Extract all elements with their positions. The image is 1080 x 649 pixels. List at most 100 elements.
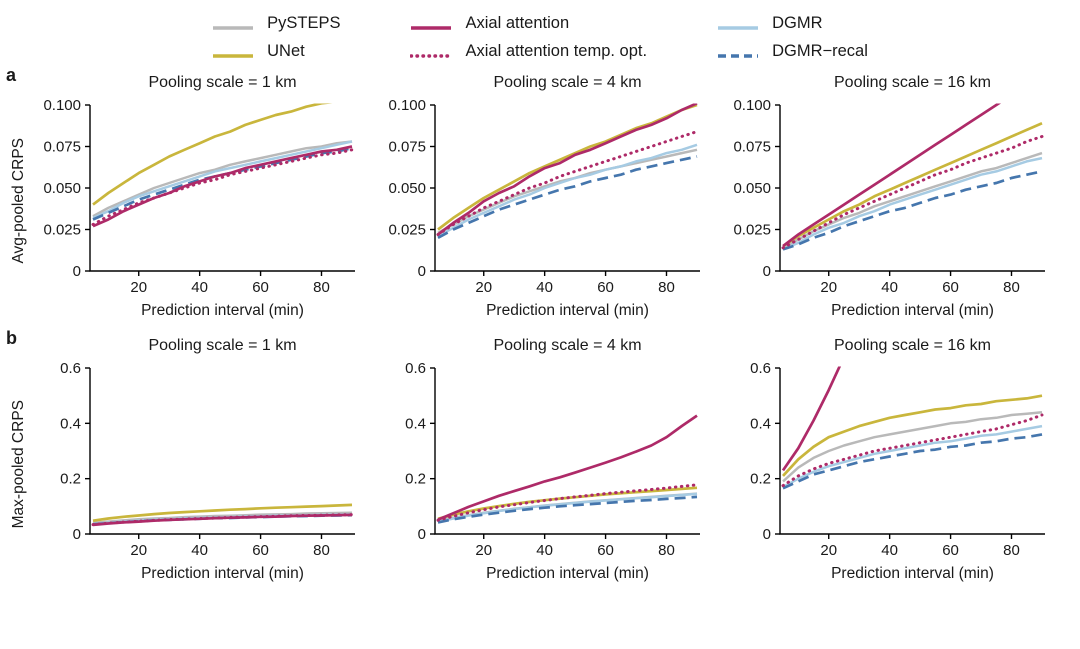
legend-item-dgmr-recal: DGMR−recal — [717, 42, 868, 61]
legend-label-axial-attention: Axial attention — [465, 14, 570, 32]
legend: PySTEPS UNet Axial attention Axial atten… — [212, 14, 868, 61]
panel-a-16km: Pooling scale = 16 km 0 0.025 0.050 0.075 0.… — [724, 71, 1057, 320]
legend-line-unet-icon — [212, 47, 254, 58]
svg-text:0.2: 0.2 — [750, 471, 771, 488]
svg-text:0: 0 — [418, 526, 426, 543]
x-axis-label: Prediction interval (min) — [831, 302, 994, 319]
svg-text:0.025: 0.025 — [388, 222, 426, 239]
legend-line-axial-attention-icon — [410, 19, 452, 30]
row-max-pooled: b Max-pooled CRPS Pooling scale = 1 km 0… — [4, 328, 1076, 583]
svg-text:20: 20 — [475, 279, 492, 296]
svg-text:40: 40 — [191, 542, 208, 559]
svg-text:40: 40 — [881, 542, 898, 559]
svg-text:0.100: 0.100 — [43, 97, 81, 114]
y-axis-label-avg-pooled-crps: Avg-pooled CRPS — [10, 138, 27, 264]
x-axis-label: Prediction interval (min) — [486, 302, 649, 319]
svg-text:0.050: 0.050 — [388, 180, 426, 197]
legend-item-axial-attention-temp-opt: Axial attention temp. opt. — [409, 42, 648, 61]
legend-item-unet: UNet — [212, 42, 340, 61]
svg-text:60: 60 — [252, 542, 269, 559]
svg-text:40: 40 — [536, 279, 553, 296]
legend-line-pysteps-icon — [212, 19, 254, 30]
svg-text:80: 80 — [1003, 542, 1020, 559]
panel-label-b: b — [6, 328, 17, 348]
panel-a-4km: Pooling scale = 4 km 0 0.025 0.050 0.075 0.1… — [379, 71, 712, 320]
svg-text:20: 20 — [475, 542, 492, 559]
legend-item-pysteps: PySTEPS — [212, 14, 340, 33]
svg-text:0.2: 0.2 — [405, 471, 426, 488]
svg-text:0.4: 0.4 — [405, 415, 426, 432]
legend-label-dgmr: DGMR — [772, 14, 823, 32]
svg-text:0.4: 0.4 — [60, 415, 81, 432]
svg-text:0.2: 0.2 — [60, 471, 81, 488]
panel-title: Pooling scale = 16 km — [834, 74, 991, 91]
svg-text:20: 20 — [820, 542, 837, 559]
legend-line-dgmr-icon — [717, 19, 759, 30]
svg-text:40: 40 — [191, 279, 208, 296]
plot-max-pooled-16km: 0 0.2 0.4 0.6 20 40 60 80 — [750, 360, 1045, 559]
plot-avg-pooled-4km: 0 0.025 0.050 0.075 0.100 20 40 60 80 — [388, 97, 700, 296]
panel-b-4km: Pooling scale = 4 km 0 0.2 0.4 0.6 20 40 60 80 … — [379, 334, 712, 583]
svg-text:20: 20 — [820, 279, 837, 296]
svg-text:0.4: 0.4 — [750, 415, 771, 432]
svg-text:0.075: 0.075 — [733, 139, 771, 156]
svg-text:0.050: 0.050 — [733, 180, 771, 197]
svg-text:60: 60 — [597, 542, 614, 559]
panel-a-1km: Pooling scale = 1 km 0 0.025 0.050 0.075 0.1… — [34, 71, 367, 320]
legend-label-unet: UNet — [267, 42, 305, 60]
svg-text:60: 60 — [942, 542, 959, 559]
svg-text:20: 20 — [130, 279, 147, 296]
panel-b-1km: Pooling scale = 1 km 0 0.2 0.4 0.6 20 40 60 80 … — [34, 334, 367, 583]
panel-title: Pooling scale = 1 km — [148, 74, 297, 91]
panel-title: Pooling scale = 4 km — [493, 74, 642, 91]
legend-line-axial-attention-temp-opt-icon — [409, 47, 454, 58]
svg-text:0.100: 0.100 — [388, 97, 426, 114]
svg-text:60: 60 — [597, 279, 614, 296]
svg-text:0.050: 0.050 — [43, 180, 81, 197]
svg-text:0.075: 0.075 — [43, 139, 81, 156]
svg-text:80: 80 — [313, 542, 330, 559]
row-avg-pooled: a Avg-pooled CRPS Pooling scale = 1 km 0… — [4, 65, 1076, 320]
x-axis-label: Prediction interval (min) — [831, 565, 994, 582]
svg-text:0.100: 0.100 — [733, 97, 771, 114]
svg-text:0.025: 0.025 — [43, 222, 81, 239]
panel-title: Pooling scale = 1 km — [148, 337, 297, 354]
svg-text:0: 0 — [73, 263, 81, 280]
svg-text:0.075: 0.075 — [388, 139, 426, 156]
legend-item-axial-attention: Axial attention — [410, 14, 647, 33]
svg-text:0: 0 — [763, 263, 771, 280]
legend-label-pysteps: PySTEPS — [267, 14, 341, 32]
svg-text:20: 20 — [130, 542, 147, 559]
svg-text:0.6: 0.6 — [405, 360, 426, 377]
svg-text:40: 40 — [881, 279, 898, 296]
legend-item-dgmr: DGMR — [717, 14, 868, 33]
legend-label-axial-attention-temp-opt: Axial attention temp. opt. — [465, 42, 648, 60]
svg-text:60: 60 — [252, 279, 269, 296]
plot-max-pooled-4km: 0 0.2 0.4 0.6 20 40 60 80 — [405, 360, 700, 559]
svg-text:80: 80 — [313, 279, 330, 296]
svg-text:0.6: 0.6 — [60, 360, 81, 377]
panel-title: Pooling scale = 4 km — [493, 337, 642, 354]
legend-line-dgmr-recal-icon — [717, 47, 759, 58]
panel-title: Pooling scale = 16 km — [834, 337, 991, 354]
svg-text:0: 0 — [73, 526, 81, 543]
x-axis-label: Prediction interval (min) — [141, 302, 304, 319]
svg-text:80: 80 — [1003, 279, 1020, 296]
svg-text:60: 60 — [942, 279, 959, 296]
x-axis-label: Prediction interval (min) — [141, 565, 304, 582]
plot-max-pooled-1km: 0 0.2 0.4 0.6 20 40 60 80 — [60, 360, 355, 559]
y-axis-label-max-pooled-crps: Max-pooled CRPS — [10, 399, 27, 529]
svg-text:80: 80 — [658, 542, 675, 559]
plot-avg-pooled-16km: 0 0.025 0.050 0.075 0.100 20 40 60 80 — [733, 97, 1045, 296]
panel-b-16km: Pooling scale = 16 km 0 0.2 0.4 0.6 20 40 60 80… — [724, 334, 1057, 583]
x-axis-label: Prediction interval (min) — [486, 565, 649, 582]
svg-text:80: 80 — [658, 279, 675, 296]
plot-avg-pooled-1km: 0 0.025 0.050 0.075 0.100 20 40 60 80 — [43, 97, 355, 296]
svg-text:0: 0 — [763, 526, 771, 543]
svg-text:0: 0 — [418, 263, 426, 280]
svg-text:0.6: 0.6 — [750, 360, 771, 377]
legend-label-dgmr-recal: DGMR−recal — [772, 42, 868, 60]
panel-label-a: a — [6, 65, 17, 85]
svg-text:40: 40 — [536, 542, 553, 559]
